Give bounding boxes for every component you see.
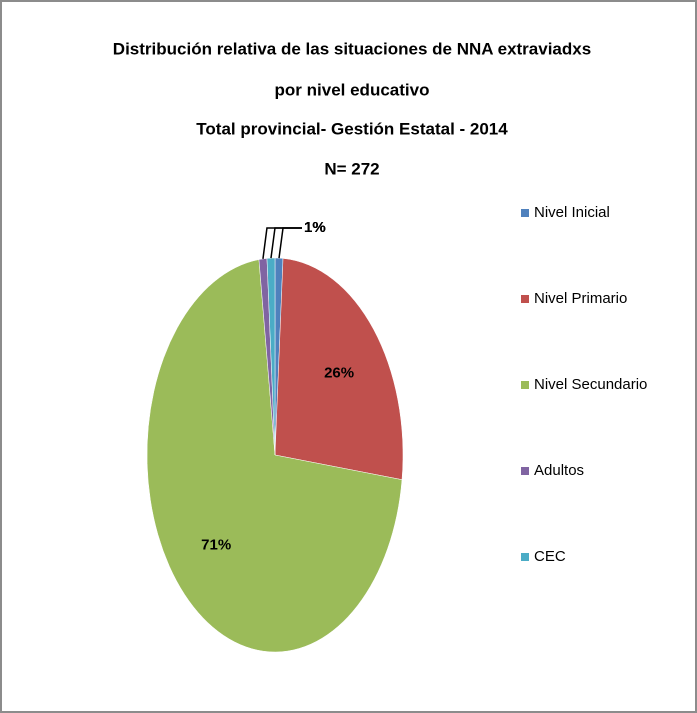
pie-slice (274, 258, 404, 480)
legend-swatch (521, 467, 529, 475)
data-label: 71% (201, 537, 231, 554)
legend-label: Nivel Secundario (534, 376, 647, 393)
data-label: 1% (304, 219, 326, 236)
pie-slice (146, 259, 403, 653)
chart-title: Distribución relativa de las situaciones… (113, 39, 591, 58)
legend-label: Adultos (534, 462, 584, 479)
data-label: 1% (304, 219, 326, 236)
legend-swatch (521, 209, 529, 217)
legend-label: Nivel Inicial (534, 204, 610, 221)
chart-title: Total provincial- Gestión Estatal - 2014 (196, 119, 508, 138)
legend-label: CEC (534, 548, 566, 565)
data-label: 26% (324, 364, 354, 381)
legend-swatch (521, 295, 529, 303)
pie-slice (266, 257, 276, 456)
legend-swatch (521, 381, 529, 389)
chart-title: N= 272 (324, 159, 379, 178)
legend-swatch (521, 553, 529, 561)
data-label: 1% (304, 219, 326, 236)
legend-label: Nivel Primario (534, 290, 627, 307)
chart-title: por nivel educativo (275, 80, 430, 99)
leader-line (270, 227, 302, 259)
